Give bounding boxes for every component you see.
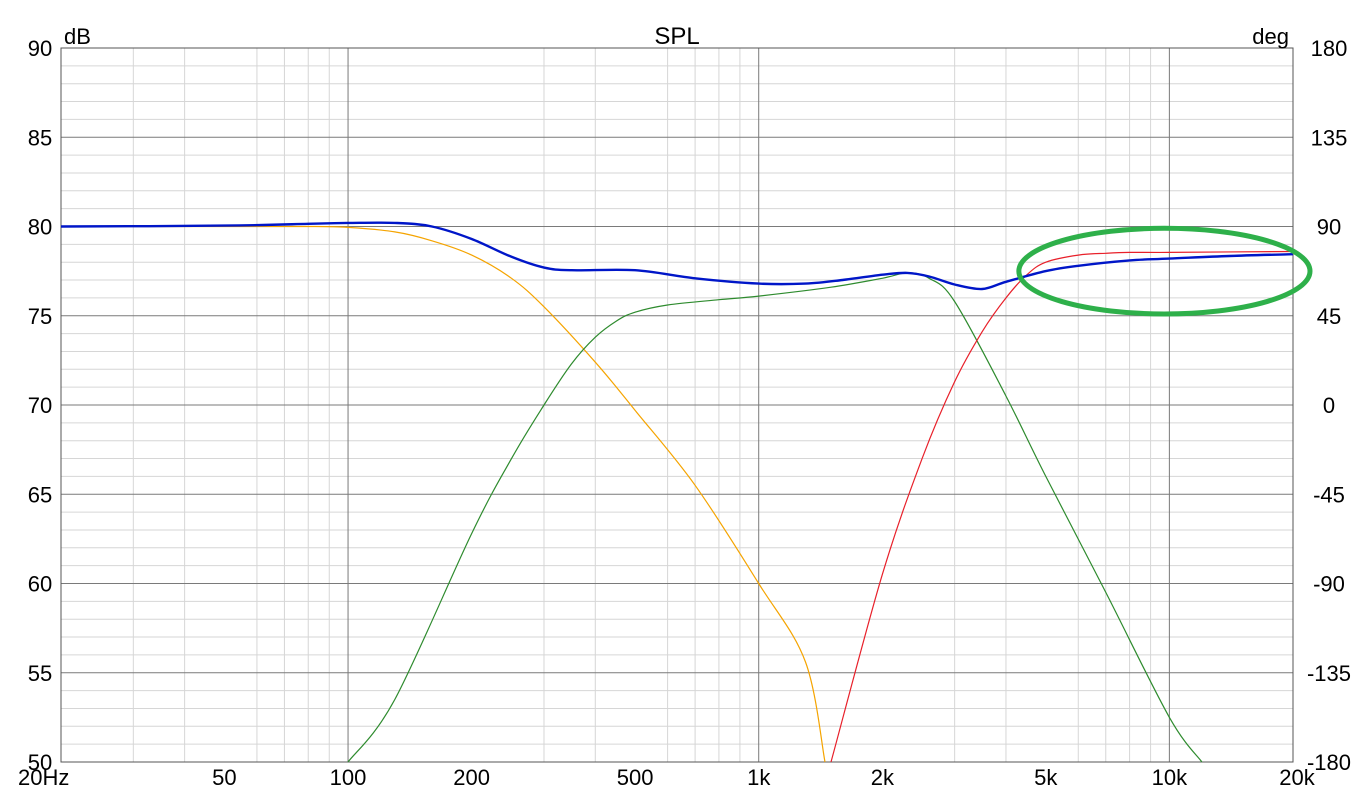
- y-tick-label-right: 0: [1323, 393, 1335, 418]
- y-tick-label-right: 135: [1311, 125, 1348, 150]
- y-tick-label-left: 60: [28, 572, 52, 597]
- y-tick-labels-right: -180 -135 -90 -45 0 45 90 135 180: [1307, 36, 1351, 775]
- x-tick-label: 100: [330, 765, 367, 790]
- y-tick-label-right: -45: [1313, 482, 1345, 507]
- x-tick-label: 500: [617, 765, 654, 790]
- x-tick-label: 10k: [1152, 765, 1188, 790]
- y-tick-label-left: 80: [28, 215, 52, 240]
- x-tick-label: 1k: [747, 765, 771, 790]
- y-tick-label-right: 90: [1317, 215, 1341, 240]
- plot-frame: [60, 47, 1294, 763]
- x-tick-label: 20Hz: [18, 765, 69, 790]
- series-line-2: [347, 272, 1203, 763]
- x-tick-label: 5k: [1034, 765, 1058, 790]
- y-tick-label-right: -180: [1307, 750, 1351, 775]
- y-tick-label-right: -90: [1313, 572, 1345, 597]
- y-tick-label-left: 70: [28, 393, 52, 418]
- series-line-3: [830, 250, 1294, 763]
- x-tick-label: 50: [212, 765, 236, 790]
- x-tick-label: 200: [453, 765, 490, 790]
- y-axis-label-right: deg: [1252, 24, 1289, 49]
- y-tick-label-left: 50: [28, 750, 52, 775]
- y-tick-label-left: 55: [28, 661, 52, 686]
- x-tick-label: 2k: [871, 765, 895, 790]
- y-axis-label-left: dB: [64, 24, 91, 49]
- highlight-ellipse: [1016, 225, 1313, 317]
- y-tick-label-left: 75: [28, 304, 52, 329]
- y-tick-label-left: 90: [28, 36, 52, 61]
- y-tick-label-right: 180: [1311, 36, 1348, 61]
- x-tick-labels: 20Hz 50 100 200 500 1k 2k 5k 10k 20k: [18, 765, 1316, 790]
- y-tick-labels-left: 50 55 60 65 70 75 80 85 90: [28, 36, 52, 775]
- x-tick-label: 20k: [1279, 765, 1315, 790]
- series-layer: [60, 221, 1294, 763]
- y-tick-label-left: 85: [28, 125, 52, 150]
- annotation-layer: [1016, 225, 1313, 317]
- chart-title: SPL: [654, 23, 699, 50]
- y-tick-label-left: 65: [28, 482, 52, 507]
- y-tick-label-right: 45: [1317, 304, 1341, 329]
- series-line-sum: [60, 221, 1294, 291]
- y-tick-label-right: -135: [1307, 661, 1351, 686]
- series-line-1: [61, 225, 826, 763]
